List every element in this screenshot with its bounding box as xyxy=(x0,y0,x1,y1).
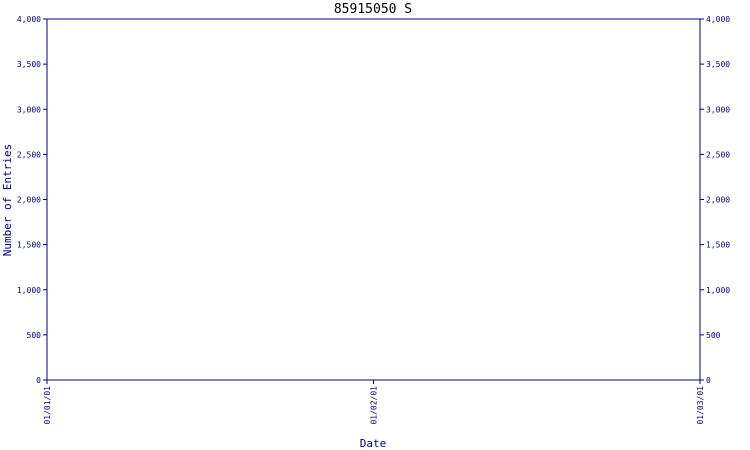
y-tick-label-right: 2,000 xyxy=(706,196,730,205)
y-tick-label-right: 1,000 xyxy=(706,286,730,295)
y-tick-label-left: 0 xyxy=(36,376,41,385)
y-tick-label-left: 2,000 xyxy=(17,196,41,205)
y-tick-label-right: 4,000 xyxy=(706,15,730,24)
y-axis-left: 0 500 1,000 1,500 2,000 2,500 3,000 3,500 4,000 xyxy=(17,15,47,385)
x-tick-label: 01/01/01 xyxy=(43,386,52,425)
y-tick-label-right: 500 xyxy=(706,331,721,340)
plot-area xyxy=(46,18,701,381)
y-axis-right: 0 500 1,000 1,500 2,000 2,500 3,000 3,500 4,000 xyxy=(700,15,730,385)
x-axis: 01/01/01 01/02/01 01/03/01 xyxy=(43,380,705,425)
y-tick-label-left: 1,500 xyxy=(17,241,41,250)
y-tick-label-left: 500 xyxy=(27,331,42,340)
y-tick-label-right: 0 xyxy=(706,376,711,385)
y-tick-label-left: 2,500 xyxy=(17,150,41,159)
y-tick-label-right: 3,000 xyxy=(706,105,730,114)
y-tick-label-right: 3,500 xyxy=(706,60,730,69)
x-tick-label: 01/03/01 xyxy=(696,386,705,425)
x-tick-label: 01/02/01 xyxy=(370,386,379,425)
y-tick-label-right: 1,500 xyxy=(706,241,730,250)
y-tick-label-left: 1,000 xyxy=(17,286,41,295)
y-axis-label: Number of Entries xyxy=(1,144,14,257)
y-tick-label-right: 2,500 xyxy=(706,150,730,159)
x-axis-label: Date xyxy=(360,437,387,450)
y-tick-label-left: 4,000 xyxy=(17,15,41,24)
chart-title: 85915050 S xyxy=(334,2,412,17)
y-tick-label-left: 3,500 xyxy=(17,60,41,69)
y-tick-label-left: 3,000 xyxy=(17,105,41,114)
